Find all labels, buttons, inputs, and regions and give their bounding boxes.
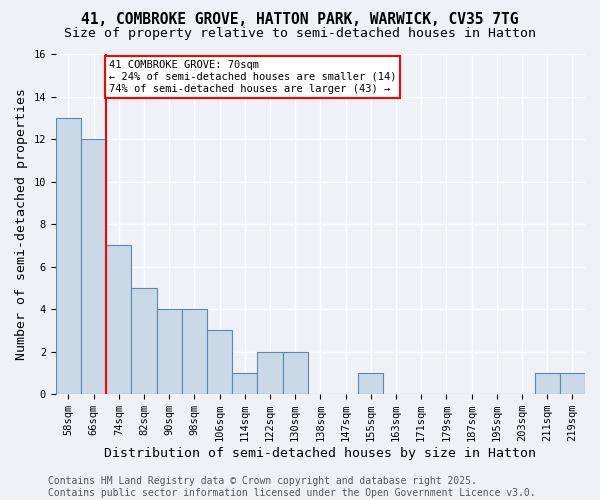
Text: 41, COMBROKE GROVE, HATTON PARK, WARWICK, CV35 7TG: 41, COMBROKE GROVE, HATTON PARK, WARWICK… xyxy=(81,12,519,28)
Bar xyxy=(358,373,383,394)
Bar xyxy=(182,309,207,394)
Bar xyxy=(157,309,182,394)
Bar xyxy=(81,139,106,394)
Bar xyxy=(106,246,131,394)
Bar xyxy=(283,352,308,394)
Text: Size of property relative to semi-detached houses in Hatton: Size of property relative to semi-detach… xyxy=(64,28,536,40)
Bar xyxy=(535,373,560,394)
Text: Contains HM Land Registry data © Crown copyright and database right 2025.
Contai: Contains HM Land Registry data © Crown c… xyxy=(48,476,536,498)
Bar xyxy=(207,330,232,394)
Bar xyxy=(131,288,157,394)
X-axis label: Distribution of semi-detached houses by size in Hatton: Distribution of semi-detached houses by … xyxy=(104,447,536,460)
Bar xyxy=(560,373,585,394)
Bar xyxy=(257,352,283,394)
Bar xyxy=(232,373,257,394)
Y-axis label: Number of semi-detached properties: Number of semi-detached properties xyxy=(15,88,28,360)
Text: 41 COMBROKE GROVE: 70sqm
← 24% of semi-detached houses are smaller (14)
74% of s: 41 COMBROKE GROVE: 70sqm ← 24% of semi-d… xyxy=(109,60,396,94)
Bar xyxy=(56,118,81,394)
